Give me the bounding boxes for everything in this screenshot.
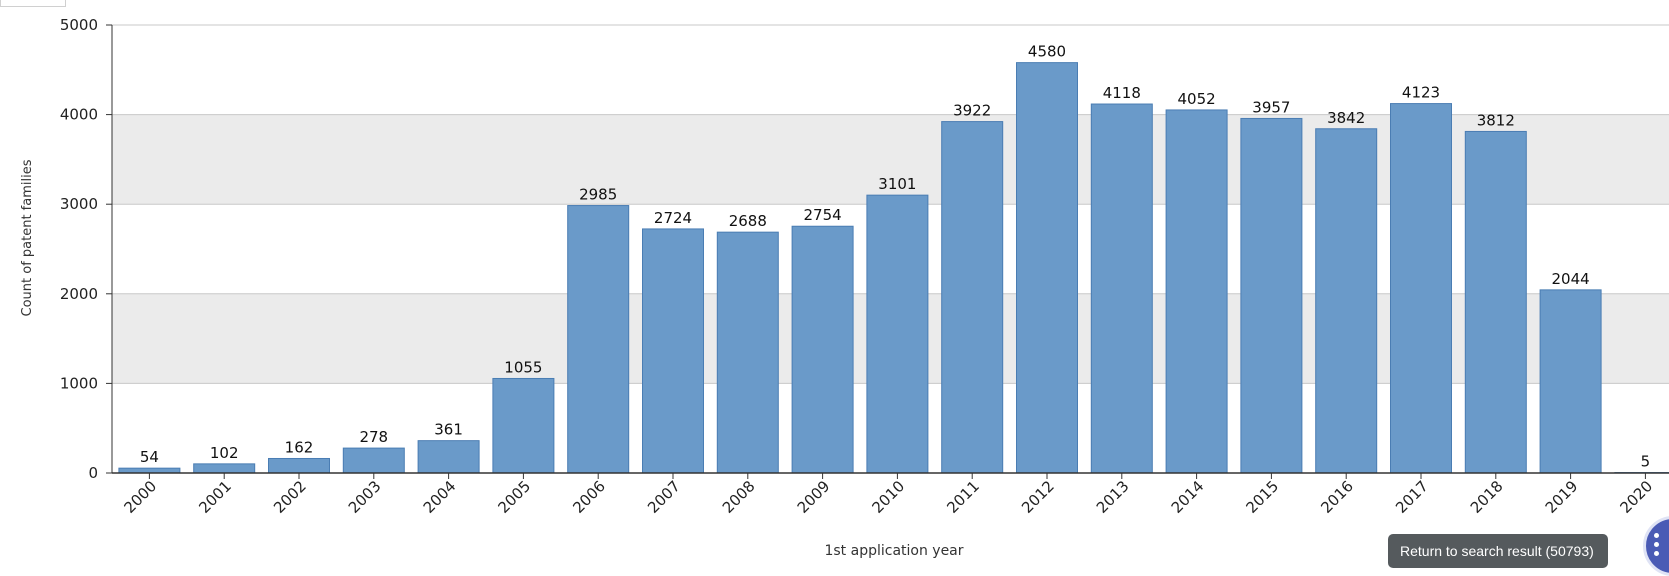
x-tick-label: 2011 [943,477,983,517]
data-label: 3842 [1327,109,1365,127]
x-tick-label: 2019 [1542,477,1582,517]
data-label: 162 [285,438,314,456]
x-axis-ticks: 2000 2001 2002 2003 2004 2005 2006 2007 2008 2009… [120,473,1656,517]
data-label: 54 [140,448,159,466]
x-tick-label: 2016 [1317,477,1357,517]
y-tick-label: 1000 [60,374,98,392]
x-tick-label: 2005 [494,477,534,517]
bar[interactable] [1391,104,1452,473]
x-tick-label: 2009 [794,477,834,517]
y-tick-label: 4000 [60,106,98,124]
x-tick-label: 2018 [1467,477,1507,517]
data-label: 3922 [953,102,991,120]
data-label: 2688 [729,212,767,230]
data-label: 2724 [654,209,692,227]
x-tick-label: 2010 [868,477,908,517]
bar[interactable] [568,206,629,473]
x-tick-label: 2014 [1168,477,1208,517]
bar[interactable] [867,195,928,473]
data-label: 2754 [804,206,842,224]
bar[interactable] [942,122,1003,473]
bar[interactable] [717,232,778,473]
data-label: 4580 [1028,43,1066,61]
y-axis-ticks: 0 1000 2000 3000 4000 5000 [60,16,112,482]
bar[interactable] [194,464,255,473]
bar[interactable] [643,229,704,473]
bar[interactable] [1091,104,1152,473]
data-label: 3957 [1252,98,1290,116]
x-tick-label: 2002 [270,477,310,517]
bar[interactable] [792,226,853,473]
bar[interactable] [1540,290,1601,473]
bar[interactable] [1017,63,1078,473]
data-label: 5 [1641,453,1651,471]
x-tick-label: 2003 [345,477,385,517]
data-label: 3812 [1477,111,1515,129]
data-label: 4118 [1103,84,1141,102]
x-tick-label: 2008 [719,477,759,517]
bar[interactable] [343,448,404,473]
x-tick-label: 2013 [1093,477,1133,517]
bar[interactable] [493,378,554,473]
y-axis-title: Count of patent families [20,159,35,316]
x-tick-label: 2000 [120,477,160,517]
x-tick-label: 2012 [1018,477,1058,517]
bar-chart: 0 1000 2000 3000 4000 5000 54 102 162 278 361 1055… [0,0,1669,564]
y-tick-label: 5000 [60,16,98,34]
x-tick-label: 2004 [420,477,460,517]
return-to-search-button[interactable]: Return to search result (50793) [1388,534,1608,568]
bar[interactable] [1465,131,1526,473]
data-label: 4052 [1178,90,1216,108]
data-label: 4123 [1402,84,1440,102]
data-label: 3101 [878,175,916,193]
data-label: 102 [210,444,239,462]
x-axis-title: 1st application year [824,543,963,559]
bar[interactable] [1241,118,1302,473]
x-tick-label: 2020 [1616,477,1656,517]
bar[interactable] [1166,110,1227,473]
data-label: 278 [359,428,388,446]
bar[interactable] [1316,129,1377,473]
x-tick-label: 2006 [569,477,609,517]
data-label: 1055 [504,358,542,376]
x-tick-label: 2015 [1242,477,1282,517]
data-label: 2985 [579,186,617,204]
x-tick-label: 2017 [1392,477,1432,517]
y-tick-label: 3000 [60,195,98,213]
data-label: 2044 [1552,270,1590,288]
bar[interactable] [269,458,330,473]
y-tick-label: 0 [88,464,98,482]
bar[interactable] [418,441,479,473]
x-tick-label: 2001 [195,477,235,517]
data-label: 361 [434,421,463,439]
y-tick-label: 2000 [60,285,98,303]
x-tick-label: 2007 [644,477,684,517]
